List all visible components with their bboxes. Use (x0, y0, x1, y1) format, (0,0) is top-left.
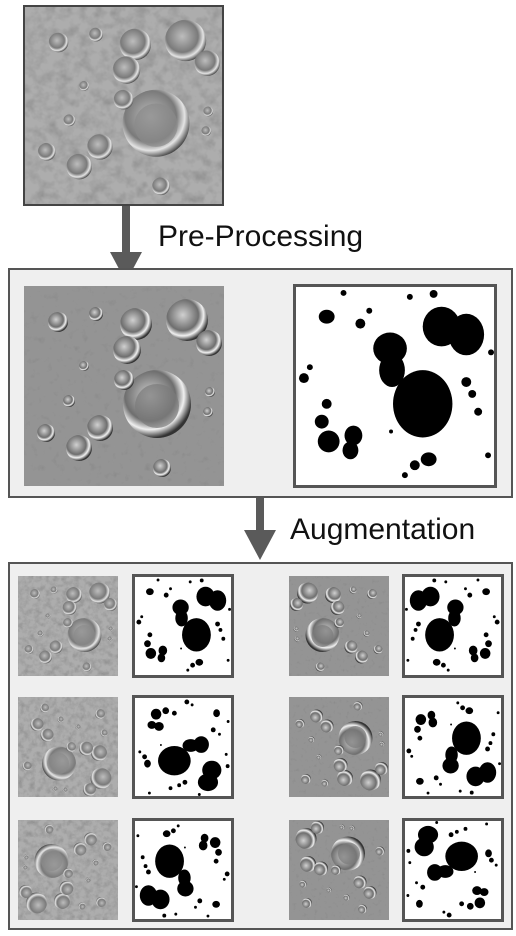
preprocessing-label: Pre-Processing (158, 220, 364, 253)
arrow-down-icon (110, 206, 142, 282)
augmented-mask (402, 574, 504, 678)
arrow-down-icon (244, 498, 276, 560)
augmented-image (18, 820, 118, 920)
augmented-mask (402, 818, 504, 922)
preprocessing-panel (8, 268, 513, 498)
preprocessed-image (24, 286, 224, 486)
augmented-image (289, 820, 389, 920)
augmented-mask (402, 695, 504, 799)
augmented-image (289, 576, 389, 676)
augmented-image (18, 576, 118, 676)
augmented-mask (132, 574, 234, 678)
augmented-mask (132, 695, 234, 799)
augmented-mask (132, 818, 234, 922)
augmentation-panel (8, 562, 513, 930)
augmentation-label: Augmentation (290, 513, 476, 546)
augmented-image (18, 697, 118, 797)
raw-crater-image (23, 5, 224, 206)
crater-mask (293, 284, 497, 488)
augmented-image (289, 697, 389, 797)
